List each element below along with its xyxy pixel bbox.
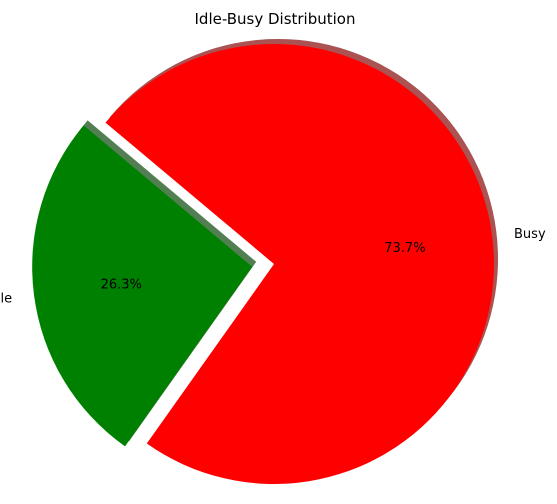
slice-label-busy: Busy — [514, 227, 546, 242]
pie-labels: Idle 26.3% Busy 73.7% — [0, 227, 546, 307]
pie-slice-busy — [105, 44, 495, 485]
chart-title: Idle-Busy Distribution — [195, 10, 356, 28]
slice-percent-busy: 73.7% — [384, 241, 425, 256]
slice-percent-idle: 26.3% — [101, 278, 142, 293]
pie-slice-idle — [32, 125, 253, 447]
pie-slices — [32, 44, 495, 485]
slice-label-idle: Idle — [0, 292, 12, 307]
